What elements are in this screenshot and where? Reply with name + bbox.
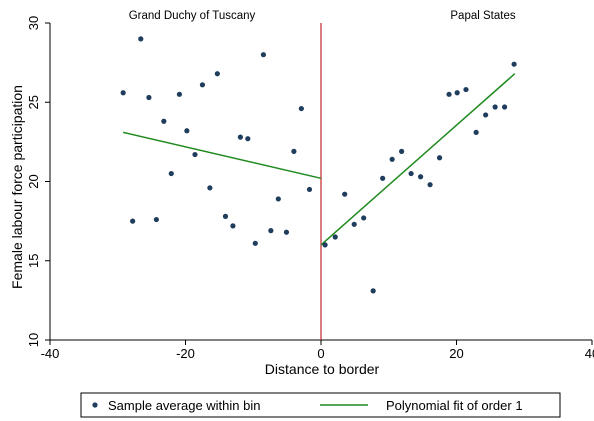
- data-point-16: [245, 136, 251, 142]
- data-point-33: [399, 148, 405, 154]
- y-tick-label-1: 15: [26, 254, 41, 268]
- data-point-23: [298, 105, 304, 112]
- data-point-2: [138, 36, 144, 42]
- data-point-30: [370, 288, 376, 294]
- data-point-39: [454, 90, 460, 96]
- data-point-45: [511, 61, 517, 67]
- legend-label-points: Sample average within bin: [108, 398, 260, 413]
- region-label-right: Papal States: [450, 10, 515, 22]
- data-point-35: [417, 174, 424, 180]
- data-point-41: [473, 129, 479, 135]
- region-label-left: Grand Duchy of Tuscany: [129, 10, 256, 22]
- x-axis-title: Distance to border: [265, 361, 380, 377]
- fit-line-right: [320, 73, 516, 246]
- plot-area: -40 -20 0 20 40 10 15 20 25 30: [26, 16, 594, 361]
- data-point-19: [268, 228, 274, 234]
- legend-label-fit: Polynomial fit of order 1: [386, 398, 523, 413]
- y-tick-label-4: 30: [26, 16, 41, 30]
- data-point-28: [351, 221, 357, 227]
- data-point-37: [436, 155, 443, 161]
- data-point-24: [306, 186, 313, 193]
- data-point-11: [207, 185, 213, 191]
- data-point-26: [332, 234, 338, 240]
- data-point-0: [120, 90, 126, 96]
- data-point-42: [483, 112, 489, 118]
- data-point-25: [322, 242, 328, 248]
- data-point-9: [192, 151, 198, 158]
- data-point-32: [389, 156, 395, 162]
- data-point-36: [427, 182, 433, 188]
- data-point-6: [168, 170, 174, 177]
- data-point-18: [260, 52, 267, 58]
- data-point-14: [230, 223, 236, 229]
- data-point-17: [252, 240, 258, 246]
- data-point-4: [153, 216, 159, 223]
- data-point-5: [161, 118, 167, 124]
- data-point-44: [502, 104, 508, 110]
- x-tick-label-2: 0: [317, 346, 324, 361]
- data-point-20: [275, 196, 281, 202]
- data-point-3: [146, 94, 152, 101]
- data-point-31: [380, 175, 386, 181]
- x-tick-label-4: 40: [585, 346, 594, 361]
- data-point-22: [291, 148, 297, 154]
- data-point-27: [342, 191, 348, 197]
- data-point-21: [283, 229, 290, 235]
- data-point-38: [446, 91, 452, 97]
- data-point-43: [492, 104, 498, 110]
- data-point-29: [361, 215, 367, 221]
- legend: Sample average within bin Polynomial fit…: [80, 392, 561, 418]
- data-point-7: [176, 91, 183, 97]
- data-point-8: [184, 128, 190, 134]
- y-tick-label-2: 20: [26, 174, 41, 188]
- y-tick-label-3: 25: [26, 95, 41, 109]
- data-point-1: [130, 218, 136, 224]
- data-point-15: [237, 134, 243, 140]
- data-point-13: [222, 213, 229, 219]
- y-axis-title: Female labour force participation: [9, 85, 25, 289]
- x-tick-label-0: -40: [41, 346, 60, 361]
- data-point-12: [214, 71, 220, 77]
- x-tick-label-1: -20: [176, 346, 195, 361]
- data-point-10: [199, 82, 206, 88]
- fit-line-left: [123, 131, 322, 180]
- legend-marker-points: [92, 402, 98, 408]
- y-tick-label-0: 10: [26, 333, 41, 347]
- data-point-40: [463, 86, 469, 93]
- data-point-34: [408, 170, 414, 177]
- x-tick-label-3: 20: [449, 346, 463, 361]
